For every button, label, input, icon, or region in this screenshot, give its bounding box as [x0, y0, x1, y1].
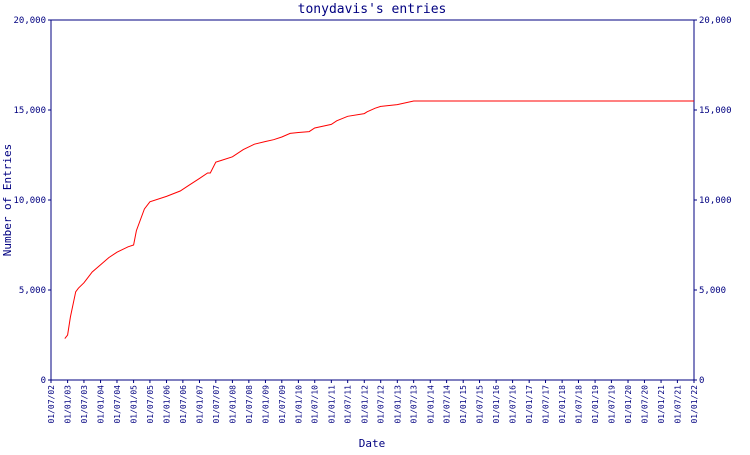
y-tick-label-right: 20,000 — [699, 16, 732, 26]
x-tick-label: 01/01/19 — [591, 385, 600, 424]
x-tick-label: 01/07/17 — [542, 385, 551, 424]
x-tick-label: 01/01/17 — [525, 385, 534, 424]
x-tick-label: 01/07/10 — [311, 385, 320, 424]
x-tick-label: 01/01/20 — [624, 385, 633, 424]
y-axis-ticks: 0 0 5,000 5,000 10,000 10,000 15,000 15,000 20,0… — [13, 16, 731, 386]
x-tick-label: 01/07/16 — [509, 385, 518, 424]
x-tick-label: 01/07/14 — [443, 385, 452, 424]
x-tick-label: 01/01/10 — [294, 385, 303, 424]
x-tick-label: 01/07/06 — [179, 385, 188, 424]
x-tick-label: 01/07/12 — [377, 385, 386, 424]
x-tick-label: 01/01/15 — [459, 385, 468, 424]
x-tick-label: 01/01/22 — [690, 385, 699, 424]
y-tick-label-right: 10,000 — [699, 196, 732, 206]
y-tick-label-left: 15,000 — [13, 106, 46, 116]
x-tick-label: 01/07/15 — [476, 385, 485, 424]
x-tick-label: 01/01/04 — [97, 385, 106, 424]
x-tick-label: 01/01/13 — [393, 385, 402, 424]
x-tick-label: 01/01/18 — [558, 385, 567, 424]
x-tick-label: 01/07/09 — [278, 385, 287, 424]
x-tick-label: 01/01/09 — [261, 385, 270, 424]
y-tick-label-right: 15,000 — [699, 106, 732, 116]
plot-area-frame — [50, 19, 695, 381]
y-tick-label-right: 5,000 — [699, 286, 726, 296]
x-axis-ticks: 01/07/02 01/01/03 01/07/03 01/01/04 01/07/04… — [47, 380, 699, 424]
y-tick-label-left: 5,000 — [19, 286, 46, 296]
x-tick-label: 01/01/07 — [195, 385, 204, 424]
y-tick-label-left: 20,000 — [13, 16, 46, 26]
x-tick-label: 01/01/11 — [327, 385, 336, 424]
x-tick-label: 01/07/08 — [245, 385, 254, 424]
x-tick-label: 01/07/04 — [113, 385, 122, 424]
x-tick-label: 01/01/06 — [163, 385, 172, 424]
x-tick-label: 01/01/16 — [492, 385, 501, 424]
x-tick-label: 01/01/12 — [360, 385, 369, 424]
x-tick-label: 01/07/13 — [410, 385, 419, 424]
x-tick-label: 01/07/07 — [212, 385, 221, 424]
x-tick-label: 01/01/03 — [64, 385, 73, 424]
x-tick-label: 01/01/21 — [657, 385, 666, 424]
x-tick-label: 01/01/14 — [426, 385, 435, 424]
x-tick-label: 01/07/03 — [80, 385, 89, 424]
y-tick-label-left: 0 — [41, 376, 46, 386]
x-tick-label: 01/07/02 — [47, 385, 56, 424]
x-tick-label: 01/07/20 — [640, 385, 649, 424]
y-tick-label-left: 10,000 — [13, 196, 46, 206]
y-axis-title: Number of Entries — [1, 144, 14, 257]
x-tick-label: 01/07/21 — [673, 385, 682, 424]
x-tick-label: 01/07/19 — [607, 385, 616, 424]
x-tick-label: 01/07/11 — [344, 385, 353, 424]
x-tick-label: 01/01/05 — [130, 385, 139, 424]
x-tick-label: 01/01/08 — [228, 385, 237, 424]
x-tick-label: 01/07/18 — [574, 385, 583, 424]
x-tick-label: 01/07/05 — [146, 385, 155, 424]
x-axis-title: Date — [359, 437, 386, 450]
y-tick-label-right: 0 — [699, 376, 704, 386]
series-layer — [64, 100, 694, 339]
chart-title: tonydavis's entries — [298, 2, 447, 17]
series-line-entries — [64, 100, 694, 339]
